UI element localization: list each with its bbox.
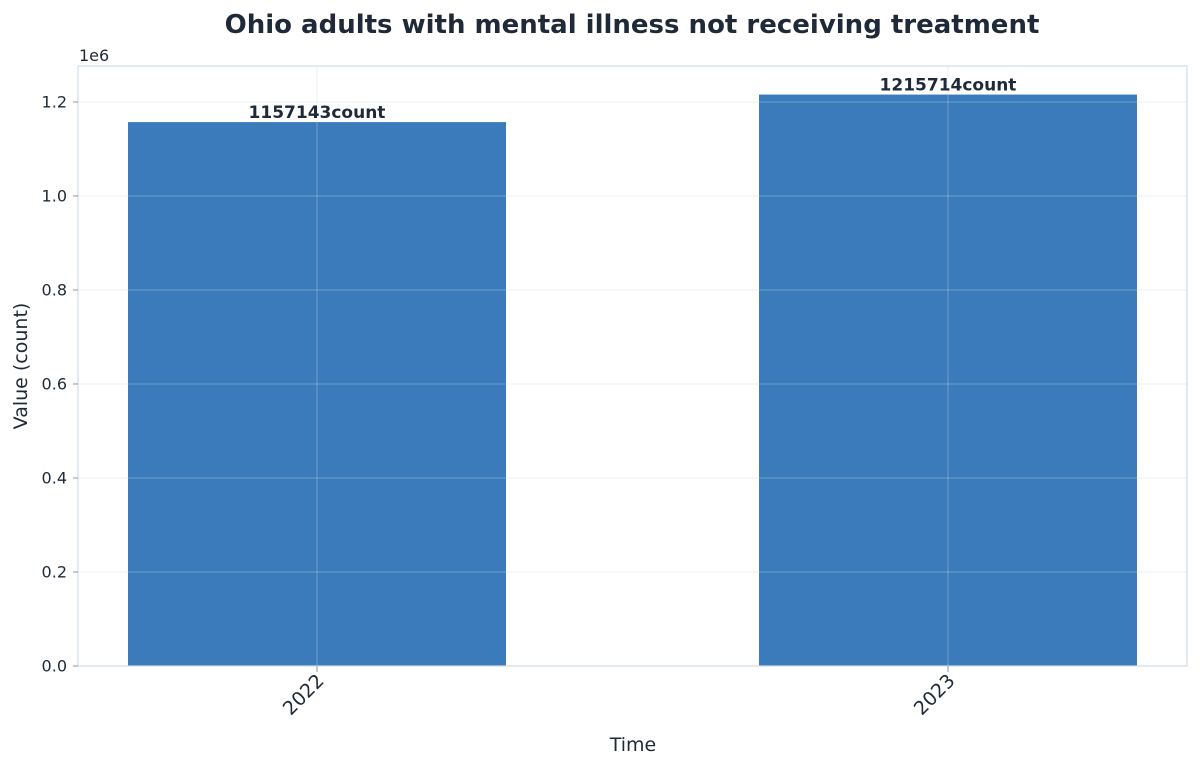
y-tick-label: 1.2 [42, 92, 67, 111]
x-axis-label: Time [609, 734, 657, 756]
data-label-2022: 1157143count [249, 103, 386, 123]
y-axis-label: Value (count) [10, 303, 32, 430]
plot-area-frame [77, 65, 1188, 667]
y-tick-label: 0.4 [42, 468, 67, 487]
bar-2023 [759, 94, 1137, 667]
bar-2022 [128, 122, 506, 667]
y-tick-label: 0.0 [42, 657, 67, 676]
y-tick-label: 0.6 [42, 374, 67, 393]
x-axis-ticks: 2022 2023 [279, 666, 960, 720]
y-tick-label: 0.8 [42, 280, 67, 299]
bar-layer [128, 94, 1137, 667]
chart-title: Ohio adults with mental illness not rece… [225, 10, 1040, 40]
y-axis-ticks: 0.0 0.2 0.4 0.6 0.8 1.0 1.2 [42, 92, 78, 676]
x-tick-label-2022: 2022 [279, 670, 329, 720]
y-tick-label: 1.0 [42, 186, 67, 205]
overlay-grid-layer [78, 66, 1187, 667]
data-labels: 1157143count 1215714count [249, 76, 1017, 124]
y-tick-label: 0.2 [42, 562, 67, 581]
y-axis-offset-label: 1e6 [79, 46, 109, 65]
data-label-2023: 1215714count [880, 76, 1017, 96]
x-tick-label-2023: 2023 [910, 670, 960, 720]
